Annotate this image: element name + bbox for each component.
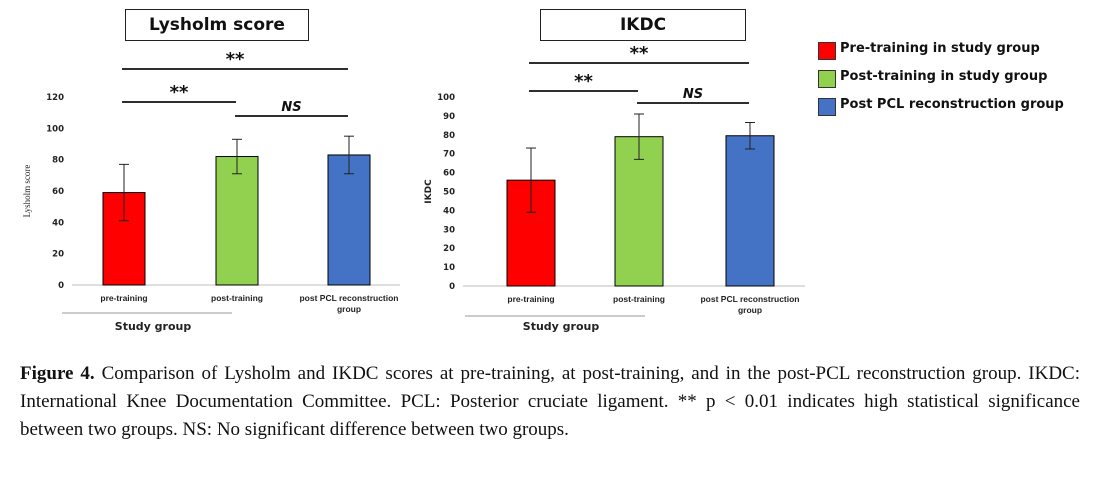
legend-label: Post PCL reconstruction group bbox=[840, 97, 1064, 112]
y-tick-label: 30 bbox=[443, 225, 455, 235]
significance-label: NS bbox=[683, 87, 703, 102]
y-tick-label: 100 bbox=[437, 93, 455, 103]
significance-label: ** bbox=[170, 82, 189, 103]
ikdc-chart-title: IKDC bbox=[540, 9, 746, 41]
y-tick-label: 40 bbox=[443, 206, 455, 216]
y-tick-label: 20 bbox=[52, 250, 64, 260]
x-tick-label: post-training bbox=[613, 294, 665, 304]
y-tick-label: 60 bbox=[443, 169, 455, 179]
x-tick-label: post PCL reconstruction group bbox=[700, 294, 799, 315]
bar-2 bbox=[614, 136, 664, 287]
y-tick-label: 100 bbox=[46, 124, 64, 134]
y-tick-label: 90 bbox=[443, 112, 455, 122]
y-axis-title: Lysholm score bbox=[22, 165, 32, 218]
y-tick-label: 50 bbox=[443, 188, 455, 198]
y-tick-label: 10 bbox=[443, 263, 455, 273]
y-tick-label: 80 bbox=[443, 131, 455, 141]
lysholm-chart: 0 20 40 60 80 100 120 Lysholm score pre-training… bbox=[22, 49, 400, 333]
significance-label: ** bbox=[630, 43, 649, 64]
x-tick-label: post PCL reconstruction group bbox=[299, 293, 398, 314]
y-tick-label: 0 bbox=[449, 282, 455, 292]
bar-1 bbox=[102, 192, 146, 286]
significance-label: ** bbox=[574, 71, 593, 92]
x-tick-label: post-training bbox=[211, 293, 263, 303]
x-tick-label: pre-training bbox=[100, 293, 147, 303]
charts-area: Lysholm score IKDC 0 20 40 60 80 100 120 Lyshol… bbox=[22, 9, 1064, 333]
y-tick-label: 40 bbox=[52, 218, 64, 228]
legend-label: Post-training in study group bbox=[840, 69, 1048, 84]
y-tick-label: 60 bbox=[52, 187, 64, 197]
y-axis-title: IKDC bbox=[424, 179, 434, 204]
caption-label: Figure 4. bbox=[20, 363, 95, 384]
group-label: Study group bbox=[115, 320, 192, 333]
y-tick-label: 0 bbox=[58, 281, 64, 291]
significance-label: ** bbox=[226, 49, 245, 70]
legend-swatch-blue bbox=[818, 98, 836, 116]
legend-swatch-green bbox=[818, 70, 836, 88]
group-label: Study group bbox=[523, 320, 600, 333]
figure-caption: Figure 4. Comparison of Lysholm and IKDC… bbox=[20, 360, 1080, 444]
bar-3 bbox=[725, 135, 775, 287]
legend-swatch-red bbox=[818, 42, 836, 60]
y-tick-label: 120 bbox=[46, 93, 64, 103]
ikdc-chart: 0 10 20 30 40 50 60 70 80 90 100 IKDC pre-training po… bbox=[424, 43, 805, 333]
y-tick-label: 20 bbox=[443, 244, 455, 254]
bar-3 bbox=[327, 154, 371, 286]
lysholm-chart-title: Lysholm score bbox=[125, 9, 309, 41]
significance-label: NS bbox=[281, 100, 301, 115]
x-tick-label: pre-training bbox=[507, 294, 554, 304]
y-tick-label: 80 bbox=[52, 156, 64, 166]
y-tick-label: 70 bbox=[443, 150, 455, 160]
legend-label: Pre-training in study group bbox=[840, 41, 1040, 56]
bar-2 bbox=[215, 156, 259, 286]
caption-text: Comparison of Lysholm and IKDC scores at… bbox=[20, 363, 1080, 440]
